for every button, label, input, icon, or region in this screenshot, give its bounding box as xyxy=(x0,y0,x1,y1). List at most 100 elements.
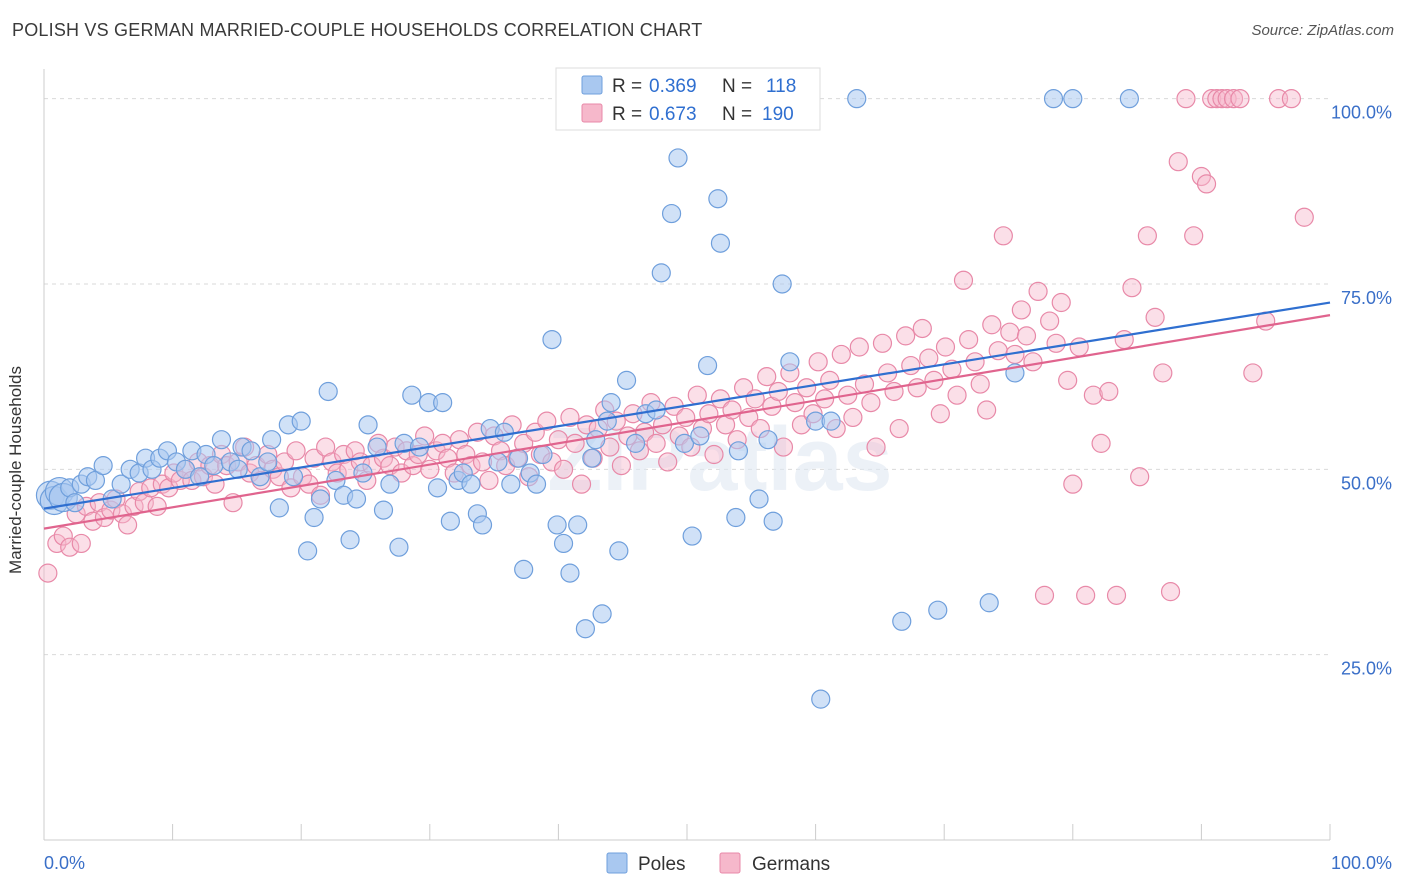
germans-point xyxy=(38,563,58,583)
legend-germans-swatch xyxy=(719,852,741,874)
germans-point xyxy=(953,270,974,290)
poles-point xyxy=(346,489,367,509)
germans-r-value: 0.673 xyxy=(649,104,697,125)
germans-point xyxy=(1063,474,1083,494)
poles-point xyxy=(547,515,567,535)
poles-point xyxy=(616,370,637,390)
germans-point xyxy=(548,430,569,450)
germans-point xyxy=(1230,89,1250,109)
poles-point xyxy=(542,329,562,350)
x-tick-label: 0.0% xyxy=(44,853,85,873)
poles-point xyxy=(85,470,106,491)
poles-point xyxy=(461,474,481,494)
poles-point xyxy=(353,463,373,483)
germans-point xyxy=(831,344,851,365)
poles-point xyxy=(609,541,629,561)
poles-point xyxy=(560,563,580,583)
stats-legend: R = 0.369 N = 118 R = 0.673 N = 190 xyxy=(555,67,821,131)
poles-point xyxy=(427,478,448,498)
germans-point xyxy=(849,337,869,357)
germans-point xyxy=(646,433,666,453)
poles-point xyxy=(241,441,261,461)
poles-point xyxy=(592,604,612,624)
germans-point xyxy=(1196,174,1217,194)
poles-point xyxy=(340,530,360,550)
germans-point xyxy=(658,452,678,472)
poles-point xyxy=(190,467,210,487)
poles-point xyxy=(358,415,378,435)
tick-labels: 25.0% 50.0% 75.0% 100.0% 0.0% 100.0% xyxy=(44,103,1392,873)
germans-point xyxy=(537,411,557,431)
germans-point xyxy=(757,367,777,387)
germans-point xyxy=(1058,370,1078,390)
germans-point xyxy=(1137,226,1157,246)
poles-point xyxy=(373,500,394,520)
germans-point xyxy=(1130,467,1150,487)
germans-point xyxy=(959,329,979,350)
poles-point xyxy=(402,385,422,405)
germans-point xyxy=(982,315,1002,335)
poles-n-label: N = xyxy=(722,76,752,97)
germans-point xyxy=(611,456,632,476)
y-tick-label: 25.0% xyxy=(1341,659,1392,679)
poles-point xyxy=(601,393,621,413)
poles-point xyxy=(291,411,311,431)
germans-point xyxy=(901,355,921,376)
poles-point xyxy=(568,515,588,535)
germans-point xyxy=(965,352,985,372)
germans-point xyxy=(872,333,893,353)
poles-point xyxy=(758,430,778,450)
poles-point xyxy=(204,456,224,476)
legend-poles-label: Poles xyxy=(638,854,686,875)
germans-point xyxy=(919,348,939,368)
poles-point xyxy=(710,233,731,253)
germans-point xyxy=(884,381,904,402)
poles-point xyxy=(697,355,718,376)
germans-point xyxy=(286,441,306,461)
poles-point xyxy=(433,393,453,413)
germans-point xyxy=(930,404,950,424)
poles-points xyxy=(35,89,1139,709)
poles-point xyxy=(111,474,131,494)
source-label: Source: ZipAtlas.com xyxy=(1251,22,1394,39)
poles-point xyxy=(763,511,783,531)
germans-point xyxy=(1000,322,1020,342)
poles-point xyxy=(847,89,867,109)
poles-point xyxy=(472,515,493,535)
poles-point xyxy=(674,433,695,453)
poles-point xyxy=(440,511,460,531)
trend-lines xyxy=(43,301,1331,530)
poles-point xyxy=(1063,89,1083,109)
germans-point xyxy=(1011,300,1031,320)
germans-point xyxy=(704,444,724,465)
germans-point xyxy=(565,433,585,453)
germans-point xyxy=(896,326,916,346)
poles-point xyxy=(494,422,514,442)
poles-point xyxy=(1119,89,1139,109)
germans-point xyxy=(773,437,794,457)
poles-point xyxy=(298,541,318,561)
legend-germans-label: Germans xyxy=(752,854,830,875)
poles-point xyxy=(625,433,646,453)
poles-point xyxy=(262,430,282,450)
germans-point xyxy=(687,385,707,405)
germans-point xyxy=(1168,152,1188,172)
series-legend: Poles Germans xyxy=(606,852,830,875)
poles-point xyxy=(979,593,999,613)
germans-point xyxy=(53,526,73,546)
germans-point xyxy=(1051,292,1071,313)
germans-r-label: R = xyxy=(612,104,642,125)
legend-poles-swatch xyxy=(606,852,628,874)
poles-point xyxy=(728,441,749,461)
poles-point xyxy=(380,474,400,494)
poles-point xyxy=(661,203,682,224)
poles-point xyxy=(651,263,671,283)
germans-point xyxy=(1122,278,1142,298)
germans-n-value: 190 xyxy=(762,104,794,125)
germans-trend-line xyxy=(43,314,1331,530)
germans-point xyxy=(1184,226,1204,246)
poles-point xyxy=(811,689,831,709)
germans-point xyxy=(1243,363,1263,383)
poles-point xyxy=(553,533,574,554)
